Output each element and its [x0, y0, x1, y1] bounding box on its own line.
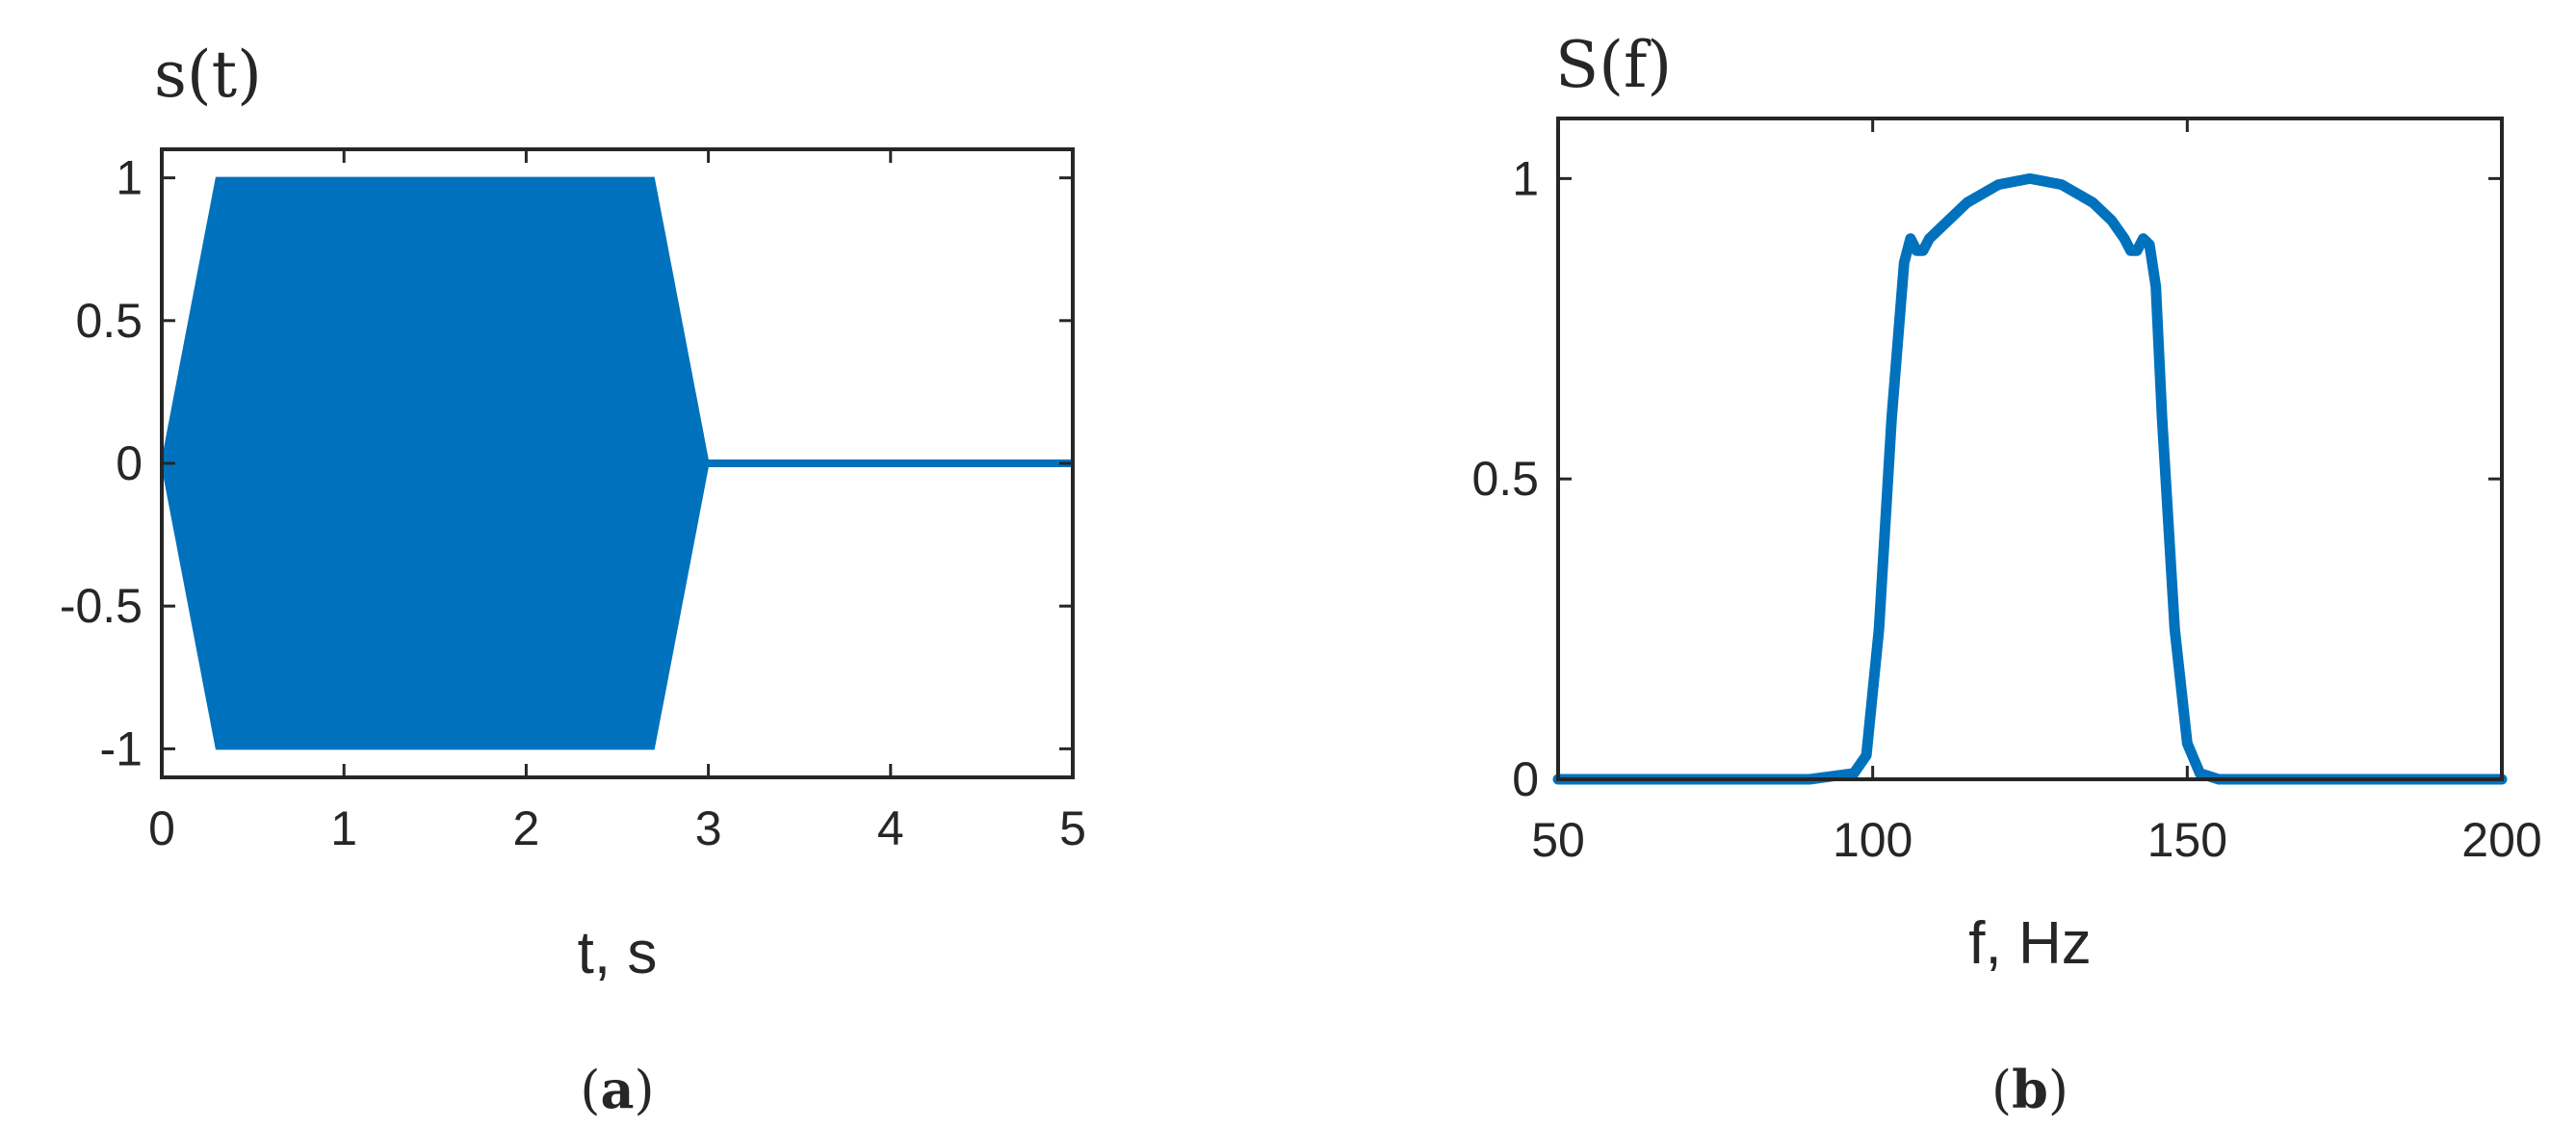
panel-a: s(t) 0 1 2 3 4 5 1 0.5 0 -0.5 -1 t, s (a): [60, 38, 1086, 1120]
y-tick-label: -1: [100, 721, 143, 775]
panel-b-plot-area: [1552, 172, 2508, 785]
panel-a-y-ticks: 1 0.5 0 -0.5 -1: [60, 151, 1073, 775]
x-tick-label: 150: [2147, 813, 2227, 867]
x-tick-label: 5: [1059, 801, 1086, 855]
panel-a-caption: (a): [580, 1059, 654, 1120]
panel-a-x-ticks: 0 1 2 3 4 5: [148, 149, 1086, 855]
panel-b-y-ticks: 10.50: [1471, 151, 2502, 806]
y-tick-label: 0: [1512, 752, 1539, 806]
y-tick-label: 0: [116, 436, 143, 490]
panel-b-caption: (b): [1991, 1059, 2069, 1120]
x-tick-label: 100: [1833, 813, 1912, 867]
x-tick-label: 0: [148, 801, 175, 855]
panel-b-x-axis-label: f, Hz: [1968, 910, 2091, 977]
x-tick-label: 4: [877, 801, 904, 855]
panel-b-axes-frame: [1556, 117, 2504, 781]
x-tick-label: 1: [330, 801, 357, 855]
panel-a-plot-area: [160, 176, 1073, 750]
x-tick-label: 3: [695, 801, 722, 855]
y-tick-label: 1: [1512, 151, 1539, 205]
y-tick-label: -0.5: [60, 579, 143, 633]
spectrum-line: [1552, 172, 2508, 785]
panel-b-title: S(f): [1555, 28, 1672, 102]
y-tick-label: 1: [116, 151, 143, 205]
panel-a-x-axis-label: t, s: [578, 920, 658, 986]
panel-b: S(f) 50 100 150 200 10.50 f, Hz (b): [1471, 28, 2541, 1120]
x-tick-label: 2: [512, 801, 539, 855]
x-tick-label: 200: [2461, 813, 2541, 867]
y-tick-label: 0.5: [1471, 452, 1539, 506]
y-tick-label: 0.5: [75, 294, 143, 348]
panel-b-x-ticks: 50 100 150 200: [1531, 118, 2542, 867]
panel-a-title: s(t): [154, 38, 262, 112]
x-tick-label: 50: [1531, 813, 1585, 867]
